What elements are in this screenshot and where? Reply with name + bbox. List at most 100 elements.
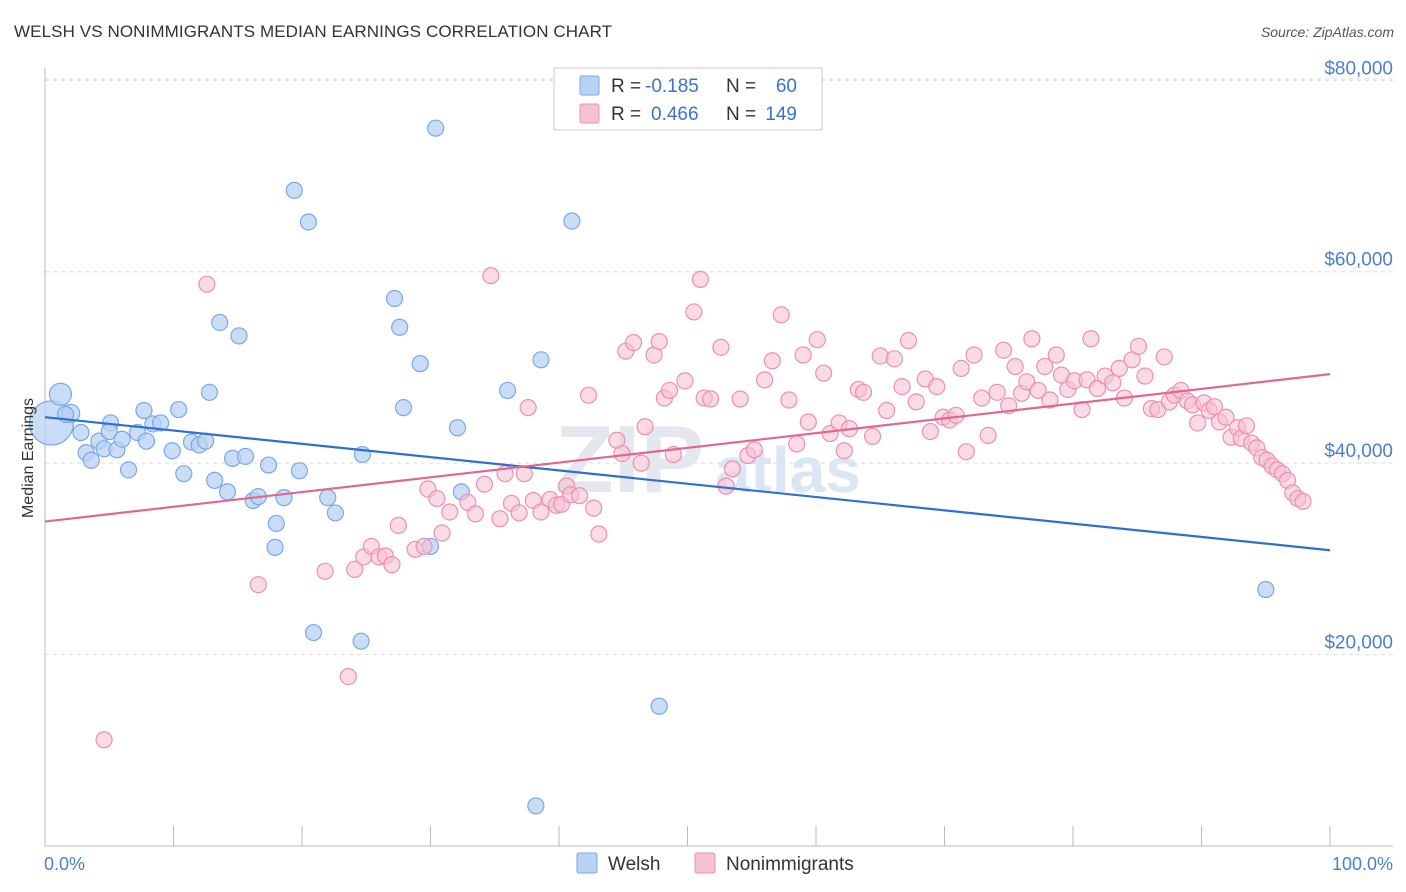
nonimmigrants-point [1104, 374, 1122, 392]
nonimmigrants-point [702, 390, 720, 408]
welsh-point [411, 355, 429, 373]
nonimmigrants-point [973, 389, 991, 407]
nonimmigrants-r-label: R = [611, 104, 641, 125]
welsh-point [72, 423, 90, 442]
nonimmigrants-point [433, 524, 451, 542]
nonimmigrants-point [249, 576, 267, 594]
series-legend: Welsh Nonimmigrants [576, 852, 854, 875]
nonimmigrants-point [871, 347, 889, 365]
grid-lines [45, 78, 1393, 656]
welsh-point [394, 399, 413, 417]
nonimmigrants-point [316, 562, 334, 580]
nonimmigrants-point [532, 503, 550, 521]
nonimmigrants-point [685, 303, 703, 321]
nonimmigrants-point [763, 352, 781, 370]
nonimmigrants-point [1047, 346, 1065, 364]
welsh-point [218, 483, 237, 501]
nonimmigrants-point [660, 381, 679, 400]
x-tick-label-min: 0.0% [44, 854, 85, 874]
nonimmigrants-point [863, 427, 882, 445]
nonimmigrants-legend-swatch [579, 103, 600, 124]
welsh-point [135, 401, 153, 420]
nonimmigrants-point [952, 359, 970, 378]
chart-title: WELSH VS NONIMMIGRANTS MEDIAN EARNINGS C… [14, 22, 613, 41]
nonimmigrants-point [995, 341, 1013, 359]
nonimmigrants-point [1036, 357, 1054, 376]
nonimmigrants-point [780, 391, 798, 409]
nonimmigrants-point [835, 442, 853, 460]
nonimmigrants-point [899, 332, 918, 350]
welsh-point [1257, 580, 1275, 599]
welsh-point [170, 400, 188, 419]
welsh-n-label: N = [726, 76, 756, 97]
nonimmigrants-point [1018, 373, 1036, 391]
nonimmigrants-point [957, 443, 975, 461]
welsh-point [299, 213, 318, 231]
welsh-point [290, 462, 309, 480]
nonimmigrants-point [1294, 492, 1312, 511]
nonimmigrants-point [491, 510, 509, 528]
nonimmigrants-point [510, 504, 528, 522]
nonimmigrants-point [95, 731, 113, 749]
nonimmigrants-point [1023, 330, 1041, 348]
stats-legend: R = -0.185 N = 60 R = 0.466 N = 149 [553, 67, 823, 131]
nonimmigrants-r-value: 0.466 [651, 104, 699, 125]
welsh-point [275, 489, 293, 507]
nonimmigrants-point [632, 454, 650, 472]
nonimmigrants-point [723, 460, 742, 478]
nonimmigrants-point [1110, 359, 1128, 378]
nonimmigrants-point [731, 390, 749, 408]
welsh-point [163, 442, 181, 460]
nonimmigrants-point [755, 371, 774, 389]
welsh-r-value: -0.185 [645, 76, 699, 97]
nonimmigrants-point [691, 270, 709, 288]
y-axis-label: Median Earnings [20, 398, 37, 518]
y-tick-label: $60,000 [1324, 250, 1393, 271]
nonimmigrants-point [428, 489, 446, 508]
welsh-point [211, 313, 229, 332]
nonimmigrants-point [1155, 348, 1173, 366]
nonimmigrants-point [585, 499, 603, 517]
welsh-point [319, 489, 337, 507]
source-label: Source: ZipAtlas.com [1260, 24, 1394, 40]
y-tick-label: $20,000 [1324, 633, 1393, 654]
nonimmigrants-point [1088, 379, 1107, 398]
welsh-point [527, 797, 545, 815]
welsh-point [650, 697, 668, 715]
y-tick-labels: $20,000 $40,000 $60,000 $80,000 [1324, 58, 1393, 653]
welsh-point [326, 504, 345, 522]
nonimmigrants-point [745, 441, 763, 459]
nonimmigrants-point [794, 346, 812, 364]
welsh-point [230, 327, 248, 345]
nonimmigrants-point [570, 487, 589, 505]
nonimmigrants-point [878, 401, 896, 420]
nonimmigrants-point [1041, 391, 1059, 409]
welsh-point [137, 432, 156, 450]
nonimmigrants-point [613, 444, 631, 463]
nonimmigrants-point [885, 350, 903, 368]
nonimmigrants-point [519, 399, 537, 417]
trend-lines [44, 373, 1331, 552]
welsh-point [448, 419, 467, 437]
nonimmigrants-point [854, 383, 873, 401]
nonimmigrants-point [1129, 337, 1148, 355]
welsh-point [152, 414, 170, 432]
nonimmigrants-trend-line [44, 373, 1331, 523]
welsh-point [304, 623, 323, 642]
nonimmigrants-point [808, 331, 826, 349]
welsh-point [259, 456, 278, 474]
nonimmigrants-point [475, 475, 494, 493]
welsh-series-swatch [576, 852, 598, 874]
welsh-point [236, 447, 255, 466]
nonimmigrants-n-value: 149 [765, 104, 797, 125]
welsh-point [385, 289, 404, 308]
welsh-point [267, 514, 285, 533]
nonimmigrants-point [928, 377, 946, 396]
nonimmigrants-point [383, 556, 401, 574]
nonimmigrants-point [1136, 367, 1154, 385]
welsh-point [197, 432, 215, 450]
nonimmigrants-point [346, 560, 364, 578]
nonimmigrants-point [1029, 381, 1047, 400]
welsh-point [391, 318, 409, 336]
